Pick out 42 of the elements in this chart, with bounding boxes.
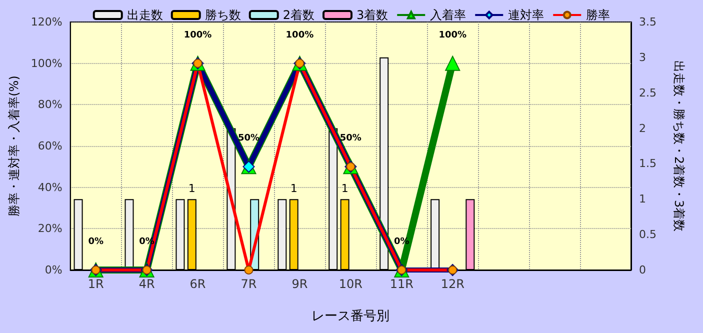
- y2-tick-label: 3: [639, 50, 646, 64]
- x-axis-title: レース番号別: [312, 309, 390, 324]
- y2-tick-label: 3.5: [639, 16, 656, 28]
- x-tick-label: 7R: [240, 277, 257, 291]
- y-tick-label: 120%: [30, 16, 62, 28]
- data-label: 0%: [88, 237, 104, 247]
- legend-label: 2着数: [282, 8, 315, 22]
- legend-label: 出走数: [126, 8, 163, 22]
- legend-label: 勝率: [586, 8, 610, 22]
- y2-axis-title: 出走数・勝ち数・2着数・3着数: [672, 60, 686, 232]
- x-tick-label: 9R: [292, 277, 308, 291]
- legend-label: 連対率: [508, 8, 544, 22]
- y-tick-label: 0%: [44, 264, 62, 276]
- data-label: 100%: [184, 30, 212, 40]
- x-tick-label: 11R: [390, 277, 414, 291]
- legend-label: 勝ち数: [204, 8, 241, 22]
- x-tick-label: 6R: [190, 277, 206, 291]
- data-label: 1: [290, 182, 298, 196]
- y2-tick-label: 2: [639, 122, 646, 135]
- x-tick-label: 4R: [138, 277, 155, 291]
- y2-tick-label: 1: [639, 192, 646, 206]
- x-tick-label: 12R: [440, 277, 464, 291]
- y2-tick-label: 2.5: [639, 86, 656, 100]
- y2-tick-label: 0.5: [639, 228, 656, 242]
- legend-label: 3着数: [356, 8, 388, 22]
- x-tick-label: 1R: [88, 277, 104, 291]
- y-tick-label: 80%: [38, 98, 62, 112]
- x-tick-label: 10R: [338, 277, 362, 291]
- y-tick-label: 40%: [38, 180, 62, 194]
- y2-tick-label: 1.5: [639, 157, 656, 170]
- data-label: 100%: [438, 30, 467, 40]
- y-tick-label: 60%: [38, 140, 62, 152]
- data-label: 1: [188, 182, 196, 196]
- y-tick-label: 20%: [38, 222, 62, 236]
- legend-label: 入着率: [430, 8, 466, 22]
- data-label: 100%: [286, 30, 314, 40]
- data-label: 50%: [238, 134, 260, 144]
- data-label: 50%: [340, 134, 362, 144]
- y-tick-label: 100%: [30, 56, 62, 70]
- data-label: 1: [341, 182, 348, 196]
- y2-tick-label: 0: [639, 264, 646, 276]
- y-axis-title: 勝率・連対率・入着率(%): [7, 76, 21, 216]
